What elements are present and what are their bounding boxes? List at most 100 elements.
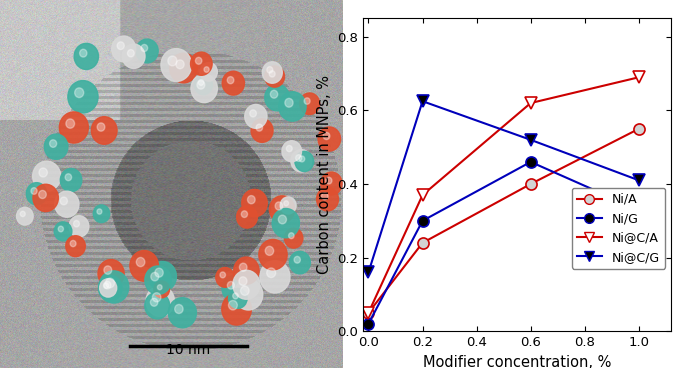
Circle shape	[323, 132, 330, 139]
Circle shape	[97, 123, 105, 131]
Circle shape	[191, 74, 217, 103]
Circle shape	[236, 206, 258, 228]
Circle shape	[66, 119, 75, 128]
Circle shape	[299, 156, 305, 162]
Circle shape	[321, 172, 342, 195]
Circle shape	[227, 282, 234, 289]
Circle shape	[216, 268, 234, 287]
Circle shape	[69, 216, 89, 237]
Circle shape	[269, 71, 275, 77]
Circle shape	[222, 276, 246, 301]
Circle shape	[280, 197, 296, 214]
Circle shape	[316, 187, 338, 211]
Circle shape	[269, 196, 295, 223]
Circle shape	[141, 45, 148, 52]
Circle shape	[117, 42, 124, 50]
Circle shape	[256, 124, 262, 131]
Circle shape	[31, 188, 37, 194]
Circle shape	[38, 190, 47, 199]
Circle shape	[288, 233, 294, 239]
Circle shape	[55, 191, 79, 217]
Circle shape	[197, 81, 205, 89]
Circle shape	[97, 209, 102, 214]
Circle shape	[271, 90, 277, 98]
Circle shape	[79, 49, 87, 57]
Circle shape	[266, 268, 275, 277]
Circle shape	[151, 298, 158, 306]
Y-axis label: Carbon content in MNPs, %: Carbon content in MNPs, %	[316, 75, 332, 274]
Circle shape	[136, 258, 145, 267]
Circle shape	[60, 197, 67, 205]
Circle shape	[190, 52, 212, 75]
Circle shape	[66, 236, 86, 256]
Circle shape	[91, 117, 117, 144]
Circle shape	[299, 93, 320, 114]
Circle shape	[272, 209, 299, 238]
Circle shape	[161, 49, 192, 81]
Circle shape	[74, 43, 99, 70]
Circle shape	[265, 66, 284, 87]
Circle shape	[154, 281, 170, 298]
Circle shape	[275, 202, 283, 210]
Circle shape	[60, 112, 88, 143]
Circle shape	[199, 79, 204, 85]
Circle shape	[250, 110, 256, 117]
Circle shape	[155, 268, 163, 277]
Circle shape	[318, 127, 340, 151]
Circle shape	[239, 277, 247, 286]
Circle shape	[229, 289, 247, 308]
Circle shape	[103, 283, 109, 289]
Circle shape	[175, 304, 183, 314]
Circle shape	[54, 222, 72, 241]
Text: 10 nm: 10 nm	[166, 343, 210, 357]
Circle shape	[279, 92, 306, 121]
Circle shape	[282, 141, 301, 162]
Circle shape	[247, 195, 255, 204]
Circle shape	[98, 259, 124, 288]
Circle shape	[93, 205, 110, 223]
Circle shape	[152, 293, 161, 302]
Circle shape	[99, 279, 116, 297]
Circle shape	[146, 286, 175, 316]
Circle shape	[151, 272, 159, 281]
Circle shape	[241, 211, 247, 217]
Circle shape	[229, 300, 237, 310]
Circle shape	[285, 98, 293, 107]
Circle shape	[291, 150, 312, 172]
Circle shape	[227, 77, 234, 84]
Circle shape	[278, 215, 286, 224]
Circle shape	[204, 67, 209, 72]
Circle shape	[58, 226, 64, 232]
Circle shape	[105, 278, 114, 288]
Circle shape	[16, 207, 33, 225]
Circle shape	[99, 271, 129, 303]
Circle shape	[245, 105, 267, 128]
Circle shape	[145, 292, 170, 319]
Circle shape	[60, 169, 82, 192]
Circle shape	[65, 174, 72, 181]
Circle shape	[45, 134, 68, 159]
Circle shape	[195, 75, 212, 95]
Circle shape	[176, 60, 184, 69]
Circle shape	[220, 272, 225, 278]
Circle shape	[75, 88, 84, 98]
Circle shape	[239, 263, 247, 271]
Circle shape	[169, 298, 197, 328]
Circle shape	[304, 98, 310, 104]
Circle shape	[112, 36, 136, 62]
Circle shape	[233, 293, 238, 299]
Circle shape	[149, 261, 177, 291]
Circle shape	[295, 151, 314, 171]
Circle shape	[251, 119, 273, 142]
Circle shape	[49, 140, 57, 147]
Circle shape	[286, 145, 292, 152]
Circle shape	[259, 240, 287, 270]
Circle shape	[200, 63, 217, 81]
Circle shape	[234, 257, 259, 284]
Circle shape	[284, 228, 303, 248]
Circle shape	[136, 39, 158, 63]
Circle shape	[266, 67, 273, 73]
Circle shape	[26, 183, 47, 205]
Circle shape	[99, 276, 122, 301]
Circle shape	[295, 155, 302, 162]
